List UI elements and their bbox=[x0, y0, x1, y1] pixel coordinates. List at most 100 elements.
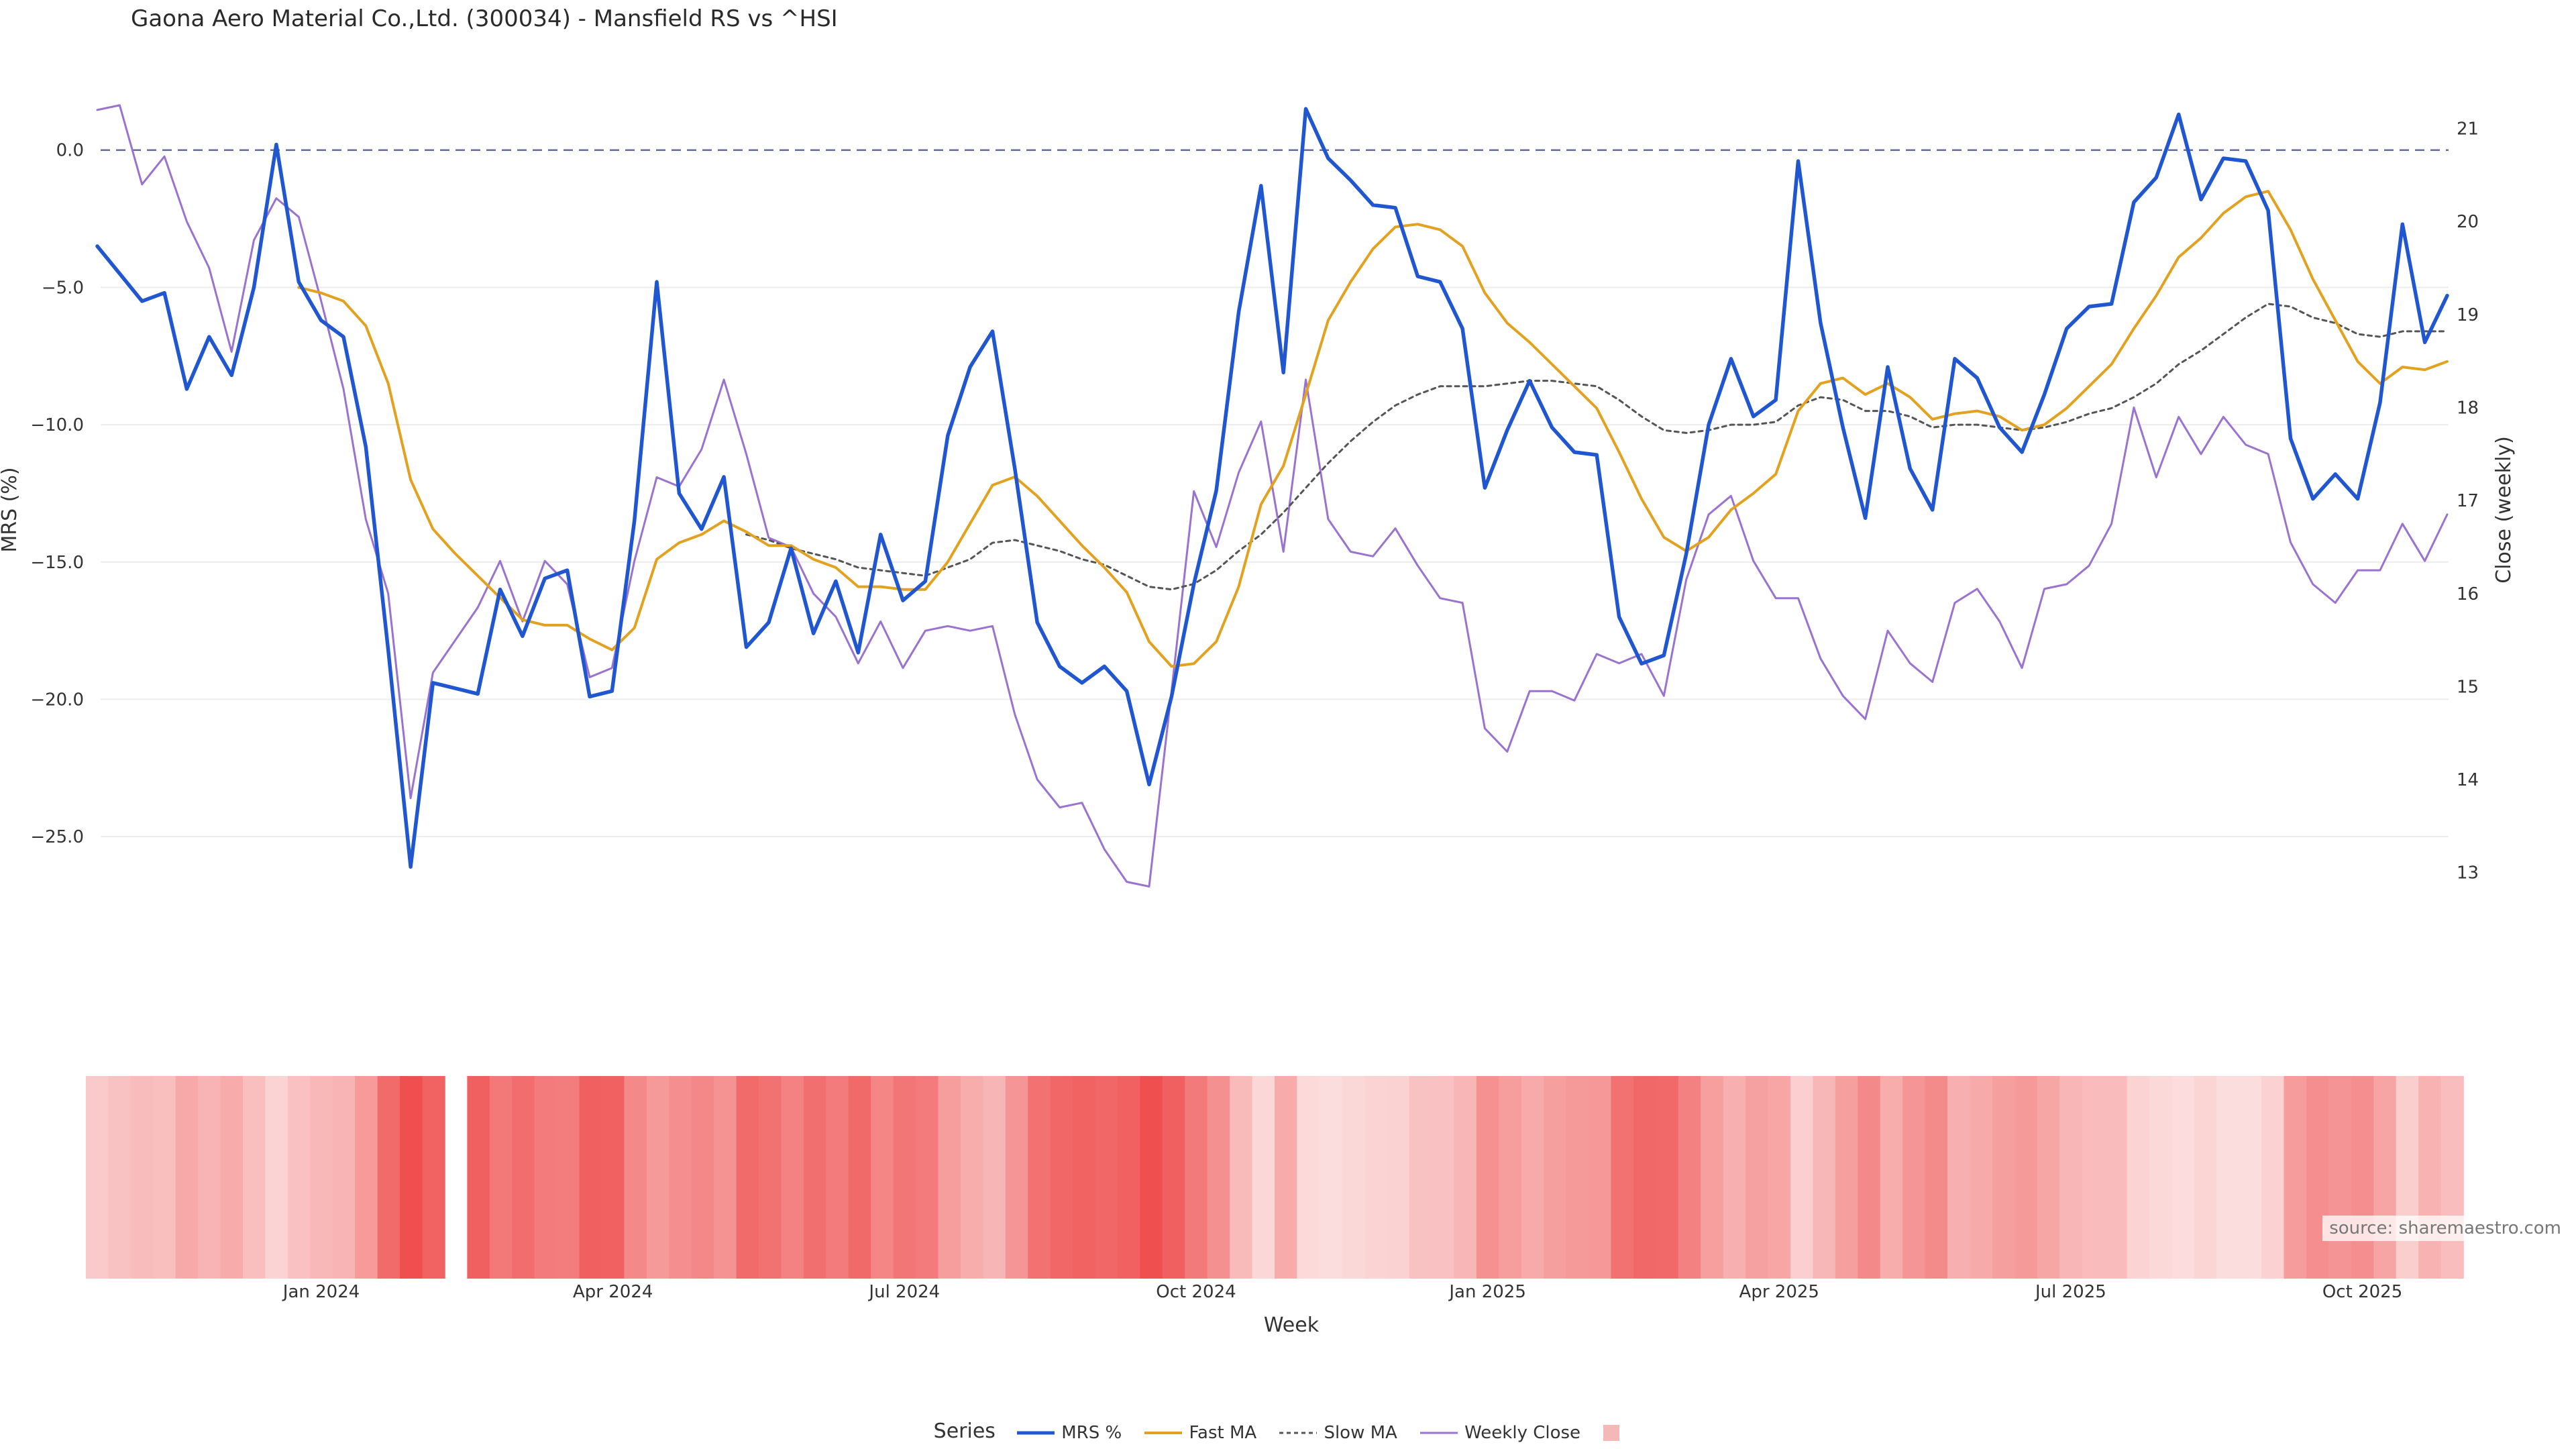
y-left-tick-label: −10.0 bbox=[30, 415, 84, 435]
heatmap-cell bbox=[467, 1076, 490, 1279]
series-mrs bbox=[95, 107, 2449, 869]
heatmap-cell bbox=[601, 1076, 625, 1279]
legend-item-heatmap[interactable] bbox=[1602, 1424, 1626, 1442]
heatmap-cell bbox=[1992, 1076, 2016, 1279]
heatmap-cell bbox=[1476, 1076, 1500, 1279]
y-left-tick-label: −20.0 bbox=[30, 690, 84, 710]
heatmap-cell bbox=[691, 1076, 714, 1279]
heatmap-cell bbox=[534, 1076, 557, 1279]
legend-item-mrs[interactable]: MRS % bbox=[1016, 1423, 1122, 1443]
heatmap-cell bbox=[175, 1076, 199, 1279]
heatmap-cell bbox=[624, 1076, 647, 1279]
heatmap-cell bbox=[1499, 1076, 1522, 1279]
heatmap-cell bbox=[1454, 1076, 1477, 1279]
heatmap-cell bbox=[1746, 1076, 1769, 1279]
axes: 0.0 −5.0 −10.0 −15.0 −20.0 −25.0 13 14 15 16 17 18 1… bbox=[0, 119, 2516, 1337]
heatmap-cell bbox=[1409, 1076, 1432, 1279]
x-tick-label: Jan 2024 bbox=[282, 1282, 360, 1302]
legend-label-fast-ma: Fast MA bbox=[1189, 1422, 1257, 1443]
heatmap-cell bbox=[2171, 1076, 2195, 1279]
heatmap-cell bbox=[2194, 1076, 2218, 1279]
heatmap-cell bbox=[310, 1076, 333, 1279]
heatmap-cell bbox=[1925, 1076, 1948, 1279]
chart-title: Gaona Aero Material Co.,Ltd. (300034) - … bbox=[131, 5, 838, 32]
heatmap-cell bbox=[332, 1076, 356, 1279]
heatmap-cell bbox=[1768, 1076, 1791, 1279]
heatmap-cell bbox=[1140, 1076, 1163, 1279]
y-right-tick-label: 20 bbox=[2457, 212, 2479, 232]
heatmap-cell bbox=[2396, 1076, 2419, 1279]
legend-swatch-slow-ma bbox=[1279, 1432, 1318, 1434]
heatmap-cell bbox=[2127, 1076, 2150, 1279]
y-right-tick-label: 14 bbox=[2457, 770, 2479, 790]
heatmap-cell bbox=[108, 1076, 131, 1279]
heatmap-cell bbox=[198, 1076, 221, 1279]
legend-label-slow-ma: Slow MA bbox=[1324, 1422, 1397, 1443]
heatmap-cell bbox=[1633, 1076, 1657, 1279]
series-weekly-close bbox=[96, 104, 2449, 888]
y-left-tick-label: −5.0 bbox=[42, 278, 84, 298]
heatmap-cell bbox=[714, 1076, 737, 1279]
x-tick-label: Jul 2025 bbox=[2034, 1282, 2106, 1302]
heatmap-strip bbox=[86, 1076, 2464, 1279]
heatmap-cell bbox=[1656, 1076, 1679, 1279]
heatmap-cell bbox=[1387, 1076, 1410, 1279]
heatmap-cell bbox=[1050, 1076, 1073, 1279]
heatmap-cell bbox=[848, 1076, 871, 1279]
x-tick-label: Oct 2025 bbox=[2322, 1282, 2402, 1302]
heatmap-cell bbox=[2306, 1076, 2330, 1279]
y-right-tick-label: 18 bbox=[2457, 398, 2479, 419]
heatmap-cell bbox=[265, 1076, 288, 1279]
y-right-tick-label: 19 bbox=[2457, 305, 2479, 325]
heatmap-cell bbox=[2351, 1076, 2375, 1279]
heatmap-cell bbox=[2216, 1076, 2240, 1279]
legend-swatch-mrs bbox=[1017, 1431, 1055, 1434]
heatmap-cell bbox=[938, 1076, 961, 1279]
heatmap-cell bbox=[803, 1076, 827, 1279]
x-axis-title: Week bbox=[1264, 1313, 1320, 1337]
heatmap-cell bbox=[220, 1076, 244, 1279]
heatmap-cell bbox=[2284, 1076, 2307, 1279]
x-tick-label: Oct 2024 bbox=[1156, 1282, 1236, 1302]
heatmap-cell bbox=[1813, 1076, 1836, 1279]
heatmap-cell bbox=[2373, 1076, 2397, 1279]
legend-label-mrs: MRS % bbox=[1061, 1422, 1122, 1443]
heatmap-cell bbox=[2104, 1076, 2128, 1279]
legend-item-fast-ma[interactable]: Fast MA bbox=[1143, 1423, 1256, 1443]
heatmap-cell bbox=[1902, 1076, 1926, 1279]
heatmap-cell bbox=[669, 1076, 692, 1279]
heatmap-cell bbox=[1432, 1076, 1455, 1279]
heatmap-cell bbox=[1185, 1076, 1208, 1279]
heatmap-cell bbox=[1028, 1076, 1051, 1279]
x-tick-label: Jan 2025 bbox=[1448, 1282, 1526, 1302]
y-right-tick-label: 21 bbox=[2457, 119, 2479, 140]
y-left-tick-label: −25.0 bbox=[30, 827, 84, 847]
heatmap-cell bbox=[646, 1076, 670, 1279]
heatmap-cell bbox=[1319, 1076, 1343, 1279]
heatmap-cell bbox=[781, 1076, 804, 1279]
legend-label-weekly-close: Weekly Close bbox=[1464, 1422, 1581, 1443]
legend-title: Series bbox=[933, 1419, 996, 1443]
legend-swatch-heatmap bbox=[1603, 1424, 1620, 1441]
heatmap-cell bbox=[1364, 1076, 1387, 1279]
heatmap-cell bbox=[1297, 1076, 1320, 1279]
heatmap-cell bbox=[86, 1076, 109, 1279]
heatmap-cell bbox=[1117, 1076, 1141, 1279]
heatmap-cell bbox=[2261, 1076, 2285, 1279]
heatmap-cell bbox=[2328, 1076, 2352, 1279]
heatmap-cell bbox=[1678, 1076, 1702, 1279]
heatmap-cell bbox=[377, 1076, 400, 1279]
heatmap-cell bbox=[400, 1076, 423, 1279]
heatmap-cell bbox=[1544, 1076, 1567, 1279]
heatmap-cell bbox=[1095, 1076, 1118, 1279]
legend-item-weekly-close[interactable]: Weekly Close bbox=[1419, 1423, 1580, 1443]
heatmap-cell bbox=[916, 1076, 939, 1279]
heatmap-cell bbox=[1207, 1076, 1230, 1279]
heatmap-cell bbox=[1880, 1076, 1903, 1279]
gridlines bbox=[101, 149, 2449, 838]
heatmap-cell bbox=[2015, 1076, 2038, 1279]
heatmap-cell bbox=[422, 1076, 445, 1279]
heatmap-cell bbox=[2239, 1076, 2262, 1279]
x-tick-label: Jul 2024 bbox=[867, 1282, 940, 1302]
legend-item-slow-ma[interactable]: Slow MA bbox=[1278, 1423, 1397, 1443]
